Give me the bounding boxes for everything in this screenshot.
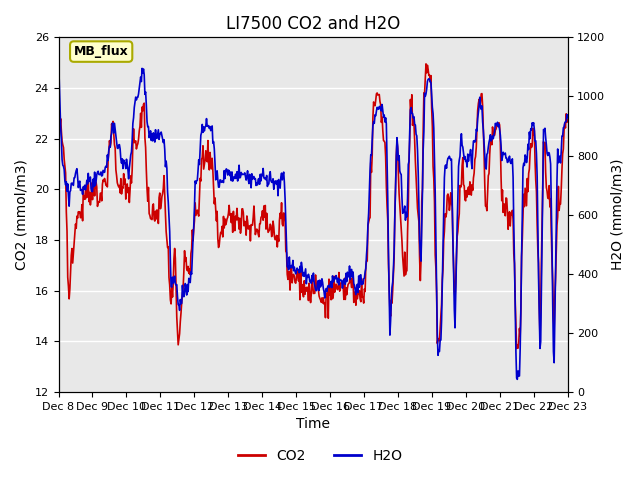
Text: MB_flux: MB_flux <box>74 45 129 58</box>
H2O <box>513 376 521 382</box>
Title: LI7500 CO2 and H2O: LI7500 CO2 and H2O <box>226 15 400 33</box>
CO2 <box>54 96 62 101</box>
H2O <box>390 266 397 272</box>
Y-axis label: H2O (mmol/m3): H2O (mmol/m3) <box>611 159 625 270</box>
CO2 <box>422 61 430 67</box>
H2O <box>116 146 124 152</box>
Y-axis label: CO2 (mmol/m3): CO2 (mmol/m3) <box>15 159 29 270</box>
CO2 <box>64 275 72 280</box>
CO2 <box>195 213 202 219</box>
Line: H2O: H2O <box>58 64 568 379</box>
CO2 <box>116 190 124 196</box>
H2O <box>64 181 72 187</box>
H2O <box>564 115 572 120</box>
CO2 <box>513 346 520 351</box>
H2O <box>374 107 382 112</box>
CO2 <box>168 284 175 290</box>
Line: CO2: CO2 <box>58 64 568 348</box>
X-axis label: Time: Time <box>296 418 330 432</box>
H2O <box>168 284 175 290</box>
H2O <box>195 157 202 163</box>
CO2 <box>374 92 382 98</box>
CO2 <box>390 270 397 276</box>
H2O <box>54 61 62 67</box>
CO2 <box>564 118 572 123</box>
Legend: CO2, H2O: CO2, H2O <box>232 443 408 468</box>
